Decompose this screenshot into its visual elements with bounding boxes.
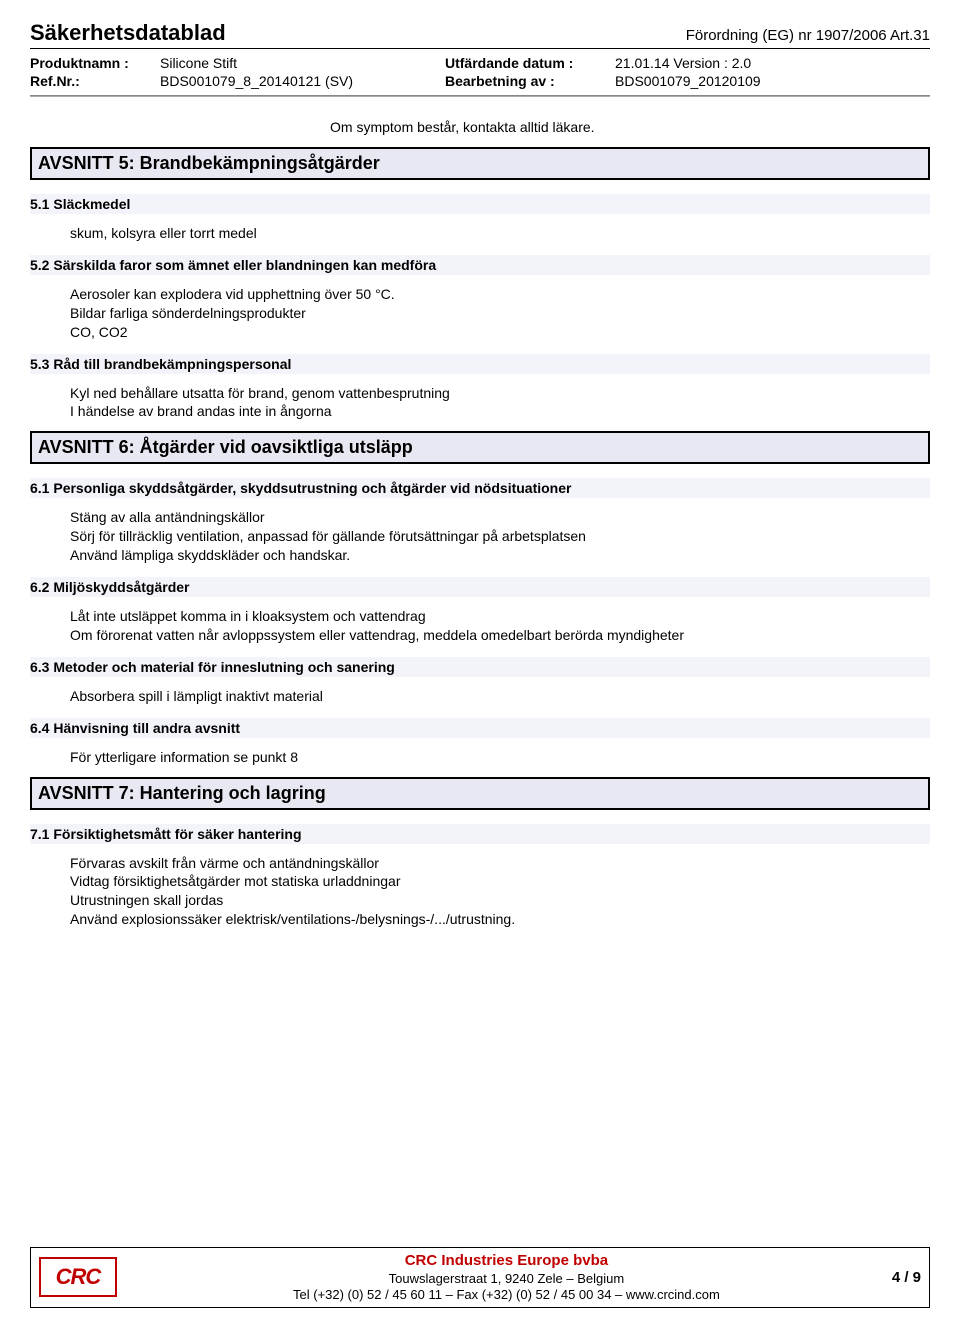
line: Om förorenat vatten når avloppssystem el…	[70, 626, 930, 645]
line: I händelse av brand andas inte in ångorn…	[70, 402, 930, 421]
date-value: 21.01.14 Version : 2.0	[615, 55, 930, 71]
line: Absorbera spill i lämpligt inaktivt mate…	[70, 687, 930, 706]
text-6-2: Låt inte utsläppet komma in i kloaksyste…	[70, 607, 930, 645]
line: Utrustningen skall jordas	[70, 891, 930, 910]
line: Aerosoler kan explodera vid upphettning …	[70, 285, 930, 304]
page-number: 4 / 9	[882, 1269, 921, 1286]
text-5-3: Kyl ned behållare utsatta för brand, gen…	[70, 384, 930, 422]
heading-6-3: 6.3 Metoder och material för inneslutnin…	[30, 657, 930, 677]
regulation-text: Förordning (EG) nr 1907/2006 Art.31	[686, 27, 930, 44]
company-name: CRC Industries Europe bvba	[131, 1252, 882, 1271]
section-6-title: AVSNITT 6: Åtgärder vid oavsiktliga utsl…	[30, 431, 930, 464]
section-7-title: AVSNITT 7: Hantering och lagring	[30, 777, 930, 810]
crc-logo-icon: CRC	[39, 1257, 117, 1297]
company-address: Touwslagerstraat 1, 9240 Zele – Belgium	[131, 1271, 882, 1287]
product-value: Silicone Stift	[160, 55, 445, 71]
rev-value: BDS001079_20120109	[615, 73, 930, 89]
text-5-2: Aerosoler kan explodera vid upphettning …	[70, 285, 930, 342]
text-6-4: För ytterligare information se punkt 8	[70, 748, 930, 767]
heading-6-1: 6.1 Personliga skyddsåtgärder, skyddsutr…	[30, 478, 930, 498]
line: Stäng av alla antändningskällor	[70, 508, 930, 527]
heading-6-4: 6.4 Hänvisning till andra avsnitt	[30, 718, 930, 738]
text-7-1: Förvaras avskilt från värme och antändni…	[70, 854, 930, 930]
text-6-3: Absorbera spill i lämpligt inaktivt mate…	[70, 687, 930, 706]
line: Använd lämpliga skyddskläder och handska…	[70, 546, 930, 565]
section-5-title: AVSNITT 5: Brandbekämpningsåtgärder	[30, 147, 930, 180]
line: Vidtag försiktighetsåtgärder mot statisk…	[70, 872, 930, 891]
doc-title: Säkerhetsdatablad	[30, 20, 226, 46]
footer: CRC CRC Industries Europe bvba Touwslage…	[30, 1247, 930, 1308]
line: Använd explosionssäker elektrisk/ventila…	[70, 910, 930, 929]
line: Låt inte utsläppet komma in i kloaksyste…	[70, 607, 930, 626]
line: Kyl ned behållare utsatta för brand, gen…	[70, 384, 930, 403]
ref-value: BDS001079_8_20140121 (SV)	[160, 73, 445, 89]
footer-center: CRC Industries Europe bvba Touwslagerstr…	[131, 1252, 882, 1303]
date-label: Utfärdande datum :	[445, 55, 615, 71]
heading-5-2: 5.2 Särskilda faror som ämnet eller blan…	[30, 255, 930, 275]
header: Säkerhetsdatablad Förordning (EG) nr 190…	[30, 20, 930, 49]
meta-block: Produktnamn : Ref.Nr.: Silicone Stift BD…	[30, 49, 930, 96]
line: Förvaras avskilt från värme och antändni…	[70, 854, 930, 873]
divider	[30, 96, 930, 97]
footer-box: CRC CRC Industries Europe bvba Touwslage…	[30, 1247, 930, 1308]
product-label: Produktnamn :	[30, 55, 160, 71]
line: Sörj för tillräcklig ventilation, anpass…	[70, 527, 930, 546]
line: Bildar farliga sönderdelningsprodukter	[70, 304, 930, 323]
heading-5-1: 5.1 Släckmedel	[30, 194, 930, 214]
company-contact: Tel (+32) (0) 52 / 45 60 11 – Fax (+32) …	[131, 1287, 882, 1303]
heading-7-1: 7.1 Försiktighetsmått för säker hanterin…	[30, 824, 930, 844]
line: CO, CO2	[70, 323, 930, 342]
ref-label: Ref.Nr.:	[30, 73, 160, 89]
symptom-note: Om symptom består, kontakta alltid läkar…	[330, 119, 930, 135]
line: För ytterligare information se punkt 8	[70, 748, 930, 767]
heading-6-2: 6.2 Miljöskyddsåtgärder	[30, 577, 930, 597]
heading-5-3: 5.3 Råd till brandbekämpningspersonal	[30, 354, 930, 374]
page: Säkerhetsdatablad Förordning (EG) nr 190…	[0, 0, 960, 1318]
rev-label: Bearbetning av :	[445, 73, 615, 89]
text-5-1: skum, kolsyra eller torrt medel	[70, 224, 930, 243]
text-6-1: Stäng av alla antändningskällor Sörj för…	[70, 508, 930, 565]
